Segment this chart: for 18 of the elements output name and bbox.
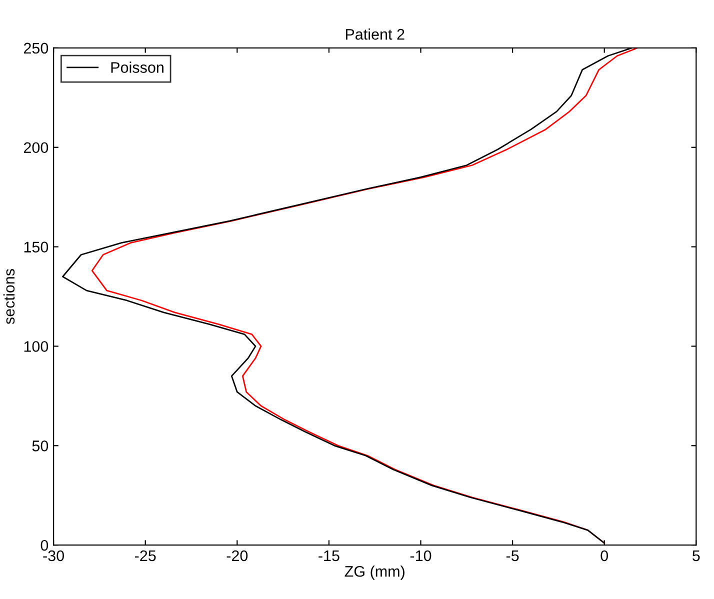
x-tick-label: -5: [506, 550, 519, 562]
x-tick-label: -15: [318, 550, 340, 562]
x-tick-label: 0: [600, 550, 608, 562]
x-tick-label: 5: [692, 550, 700, 562]
x-tick-label: -30: [43, 550, 64, 562]
y-tick-label: 0: [40, 540, 48, 551]
x-tick-label: -20: [226, 550, 248, 562]
legend-label: Poisson: [111, 62, 164, 73]
y-axis-title: sections: [3, 269, 15, 324]
y-tick-label: 100: [24, 341, 48, 352]
x-axis-title: ZG (mm): [344, 566, 404, 580]
y-tick-label: 50: [32, 440, 48, 452]
x-tick-label: -25: [134, 550, 156, 562]
chart-title: Patient 2: [346, 28, 404, 40]
y-tick-label: 200: [24, 142, 48, 154]
x-tick-label: -10: [410, 550, 432, 562]
y-tick-label: 250: [24, 42, 48, 54]
y-tick-label: 150: [24, 242, 48, 252]
